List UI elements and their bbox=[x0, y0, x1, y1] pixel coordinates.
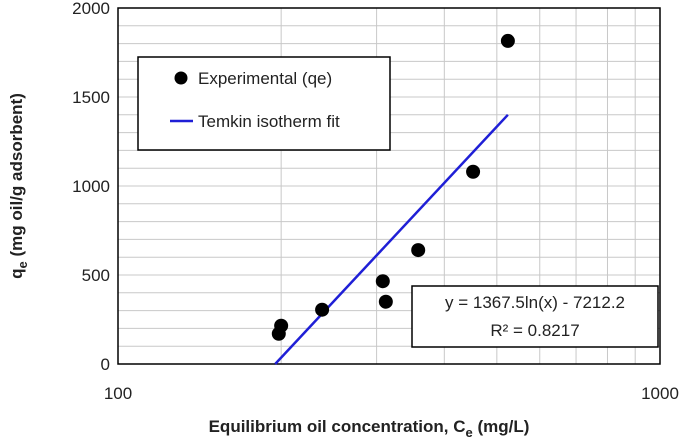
temkin-fit-line bbox=[274, 113, 509, 365]
y-axis-title-unit: (mg oil/g adsorbent) bbox=[7, 93, 26, 261]
axis-ticks: 0 500 1000 1500 2000 100 1000 bbox=[72, 0, 679, 403]
y-axis-title-main: q bbox=[7, 268, 26, 278]
series-layer bbox=[271, 33, 515, 365]
y-tick-label: 500 bbox=[82, 266, 110, 285]
experimental-point bbox=[500, 33, 515, 48]
experimental-point bbox=[466, 164, 481, 179]
x-axis-title-subscript: e bbox=[466, 425, 473, 440]
x-tick-label: 100 bbox=[104, 384, 132, 403]
legend-marker-experimental bbox=[174, 71, 188, 85]
equation-text: y = 1367.5ln(x) - 7212.2 bbox=[445, 293, 625, 312]
y-tick-label: 2000 bbox=[72, 0, 110, 18]
y-axis-title-subscript: e bbox=[15, 261, 30, 268]
experimental-point bbox=[274, 318, 289, 333]
experimental-point bbox=[375, 274, 390, 289]
r-squared-text: R² = 0.8217 bbox=[490, 321, 579, 340]
equation-box bbox=[411, 285, 659, 348]
x-axis-title-unit: (mg/L) bbox=[473, 417, 530, 436]
x-axis-title-main: Equilibrium oil concentration, C bbox=[209, 417, 466, 436]
y-axis-title: qe (mg oil/g adsorbent) bbox=[7, 93, 30, 279]
y-tick-label: 1500 bbox=[72, 88, 110, 107]
equation-annotation: y = 1367.5ln(x) - 7212.2 R² = 0.8217 bbox=[411, 285, 659, 348]
x-axis-title: Equilibrium oil concentration, Ce (mg/L) bbox=[209, 417, 530, 440]
legend: Experimental (qe) Temkin isotherm fit bbox=[137, 56, 391, 151]
legend-label-experimental: Experimental (qe) bbox=[198, 69, 332, 88]
experimental-point bbox=[411, 243, 426, 258]
experimental-point bbox=[378, 294, 393, 309]
experimental-point bbox=[315, 302, 330, 317]
x-tick-label: 1000 bbox=[641, 384, 679, 403]
plot-area-frame bbox=[117, 7, 661, 365]
legend-label-temkin: Temkin isotherm fit bbox=[198, 112, 340, 131]
y-tick-label: 1000 bbox=[72, 177, 110, 196]
y-tick-label: 0 bbox=[101, 355, 110, 374]
